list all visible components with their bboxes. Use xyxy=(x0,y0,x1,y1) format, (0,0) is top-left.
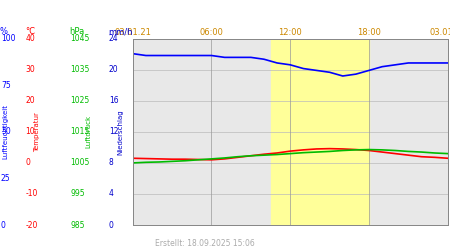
Text: -10: -10 xyxy=(26,190,38,198)
Text: hPa: hPa xyxy=(70,27,85,36)
Text: 10: 10 xyxy=(26,127,35,136)
Text: 75: 75 xyxy=(1,81,11,90)
Text: °C: °C xyxy=(25,27,35,36)
Text: 4: 4 xyxy=(109,190,114,198)
Text: 1025: 1025 xyxy=(71,96,90,105)
Text: 40: 40 xyxy=(26,34,36,43)
Text: %: % xyxy=(0,27,8,36)
Text: 16: 16 xyxy=(109,96,118,105)
Text: 1035: 1035 xyxy=(71,65,90,74)
Text: 12: 12 xyxy=(109,127,118,136)
Text: 50: 50 xyxy=(1,127,11,136)
Bar xyxy=(270,39,369,225)
Text: 0: 0 xyxy=(1,220,6,230)
Text: 20: 20 xyxy=(26,96,35,105)
Text: Niederschlag: Niederschlag xyxy=(117,109,124,155)
Text: 30: 30 xyxy=(26,65,36,74)
Text: 1015: 1015 xyxy=(71,127,90,136)
Text: 995: 995 xyxy=(71,190,86,198)
Text: 0: 0 xyxy=(109,220,114,230)
Text: 1045: 1045 xyxy=(71,34,90,43)
Text: mm/h: mm/h xyxy=(108,27,132,36)
Text: 24: 24 xyxy=(109,34,118,43)
Text: -20: -20 xyxy=(26,220,38,230)
Text: Luftdruck: Luftdruck xyxy=(85,115,91,148)
Text: 100: 100 xyxy=(1,34,15,43)
Text: 0: 0 xyxy=(26,158,31,168)
Text: 25: 25 xyxy=(1,174,10,183)
Text: Luftfeuchtigkeit: Luftfeuchtigkeit xyxy=(3,104,9,160)
Text: 8: 8 xyxy=(109,158,114,168)
Text: Erstellt: 18.09.2025 15:06: Erstellt: 18.09.2025 15:06 xyxy=(155,238,255,248)
Text: 985: 985 xyxy=(71,220,85,230)
Text: 1005: 1005 xyxy=(71,158,90,168)
Text: Temperatur: Temperatur xyxy=(34,112,40,152)
Text: 20: 20 xyxy=(109,65,118,74)
